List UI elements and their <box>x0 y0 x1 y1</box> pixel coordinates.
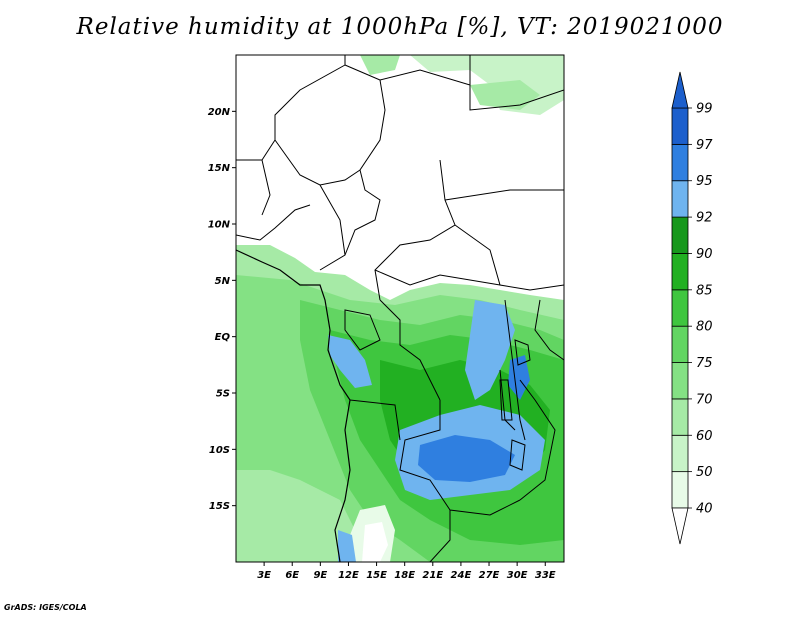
rh-field-saturated-east <box>465 300 515 400</box>
colorbar-label: 50 <box>696 465 713 480</box>
lon-tick-label: 27E <box>479 570 500 581</box>
colorbar-swatch <box>671 434 689 473</box>
country-borders <box>236 55 564 562</box>
colorbar-label: 60 <box>696 429 713 444</box>
map-panel <box>236 55 564 562</box>
colorbar-swatch <box>671 253 689 291</box>
latitude-axis: 20N 15N 10N 5N EQ 5S 10S 15S <box>208 107 236 512</box>
coastline <box>236 249 351 562</box>
lon-tick-label: 24E <box>451 570 472 581</box>
colorbar-label: 40 <box>696 502 713 517</box>
rh-field-saturated-south <box>338 530 356 562</box>
colorbar-swatch <box>671 180 689 218</box>
colorbar-max-arrow <box>671 71 689 109</box>
lake-outline <box>499 339 531 471</box>
lat-tick-label: 15S <box>209 501 230 512</box>
lon-tick-label: 15E <box>366 570 387 581</box>
lon-tick-label: 33E <box>535 570 556 581</box>
rh-field-saturated-central-core <box>418 435 515 482</box>
colorbar-label: 80 <box>696 320 713 335</box>
colorbar-swatch <box>671 289 689 327</box>
lon-tick-label: 3E <box>257 570 271 581</box>
lon-tick-label: 9E <box>313 570 327 581</box>
lon-tick-label: 30E <box>507 570 528 581</box>
colorbar-label: 85 <box>696 283 713 298</box>
colorbar-swatch <box>671 362 689 400</box>
page-title: Relative humidity at 1000hPa [%], VT: 20… <box>76 14 724 40</box>
map-frame <box>235 54 565 563</box>
lat-tick-label: 5N <box>215 276 231 287</box>
colorbar-label: 99 <box>696 102 713 117</box>
colorbar-swatch <box>671 471 689 509</box>
colorbar-label: 90 <box>696 247 713 262</box>
grads-credit: GrADS: IGES/COLA <box>4 603 87 612</box>
colorbar-label: 95 <box>696 174 713 189</box>
lat-tick-label: 10N <box>208 220 231 231</box>
colorbar-swatch <box>671 398 689 436</box>
lon-tick-label: 18E <box>394 570 415 581</box>
colorbar-min-arrow <box>671 507 689 545</box>
rh-field-north-patch-2 <box>360 55 540 110</box>
colorbar-label: 70 <box>696 392 713 407</box>
lon-tick-label: 6E <box>285 570 299 581</box>
lat-tick-label: 10S <box>209 445 230 456</box>
colorbar-swatch <box>671 325 689 363</box>
lon-tick-label: 12E <box>338 570 359 581</box>
rh-field-dry-pocket-core <box>362 522 388 562</box>
colorbar: 40 50 60 70 75 80 85 90 92 95 97 99 <box>671 71 713 545</box>
colorbar-label: 97 <box>696 138 713 153</box>
lon-tick-label: 21E <box>422 570 443 581</box>
colorbar-label: 92 <box>696 211 713 226</box>
lat-tick-label: EQ <box>215 332 231 343</box>
longitude-axis: 3E 6E 9E 12E 15E 18E 21E 24E 27E 30E 33E <box>257 562 556 581</box>
lat-tick-label: 20N <box>208 107 231 118</box>
lat-tick-label: 15N <box>208 163 231 174</box>
colorbar-swatch <box>671 216 689 254</box>
rh-field-saturated-west <box>328 335 372 388</box>
lat-tick-label: 5S <box>216 389 230 400</box>
colorbar-swatch <box>671 143 689 182</box>
colorbar-label: 75 <box>696 356 713 371</box>
colorbar-swatch <box>671 107 689 145</box>
